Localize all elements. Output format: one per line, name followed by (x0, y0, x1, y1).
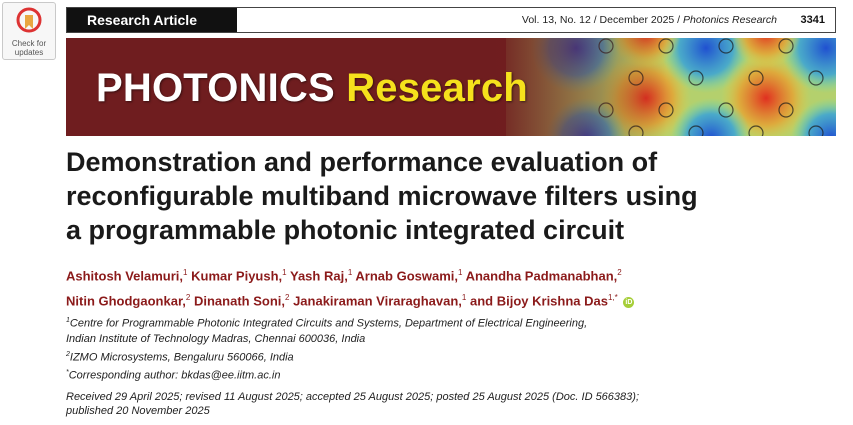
check-for-updates-badge[interactable]: Check for updates (2, 2, 56, 60)
author-affiliation-mark: 2 (284, 293, 290, 303)
author-name[interactable]: Ashitosh Velamuri, (66, 268, 184, 284)
history-line-1: Received 29 April 2025; revised 11 Augus… (66, 391, 639, 403)
page-number: 3341 (800, 14, 825, 26)
affiliation-2-line-1: IZMO Microsystems, Bengaluru 560066, Ind… (69, 351, 294, 364)
article-type-label: Research Article (67, 8, 237, 32)
author-name[interactable]: Anandha Padmanabhan, (465, 268, 618, 284)
journal-banner: PHOTONICS Research (66, 38, 836, 136)
orcid-icon[interactable]: iD (623, 296, 635, 308)
banner-field-pattern-image (66, 38, 836, 136)
logo-word-research: Research (346, 66, 528, 110)
author-list: Ashitosh Velamuri,1 Kumar Piyush,1 Yash … (66, 262, 836, 313)
corresponding-mark: * (66, 369, 69, 377)
journal-logo-title: PHOTONICS Research (96, 66, 528, 111)
history-line-2: published 20 November 2025 (66, 405, 210, 417)
journal-name-text: Photonics Research (683, 14, 777, 26)
author-affiliation-mark: 1 (347, 268, 353, 277)
bookmark-icon (16, 7, 42, 33)
publication-history: Received 29 April 2025; revised 11 Augus… (66, 390, 826, 418)
author-affiliation-mark: 2 (185, 293, 191, 303)
author-affiliation-mark: 1 (461, 293, 467, 303)
affiliation-1-line-1: Centre for Programmable Photonic Integra… (69, 317, 588, 330)
author-name[interactable]: Kumar Piyush, (191, 268, 283, 284)
logo-word-photonics: PHOTONICS (96, 66, 335, 110)
badge-text-line2: updates (14, 48, 44, 57)
affiliation-mark-2: 2 (66, 350, 70, 358)
author-affiliation-mark: 1 (282, 268, 287, 277)
journal-citation: Vol. 13, No. 12 / December 2025 / Photon… (522, 8, 777, 32)
author-name[interactable]: Yash Raj, (290, 268, 348, 284)
affiliation-mark-1: 1 (66, 317, 70, 324)
title-line-2: reconfigurable multiband microwave filte… (66, 181, 698, 211)
author-name[interactable]: Nitin Ghodgaonkar, (66, 293, 186, 309)
title-line-1: Demonstration and performance evaluation… (66, 147, 658, 177)
title-line-3: a programmable photonic integrated circu… (66, 215, 625, 245)
corresponding-author[interactable]: Corresponding author: bkdas@ee.iitm.ac.i… (68, 369, 281, 382)
volume-issue-text: Vol. 13, No. 12 / December 2025 / (521, 14, 684, 26)
journal-header-bar: Research Article Vol. 13, No. 12 / Decem… (66, 7, 836, 33)
author-affiliation-mark: 1,* (607, 293, 618, 303)
author-name[interactable]: Janakiraman Viraraghavan, (293, 293, 462, 309)
author-affiliation-mark: 1 (183, 268, 188, 277)
badge-text-line1: Check for (11, 39, 47, 48)
affiliation-1-line-2: Indian Institute of Technology Madras, C… (66, 332, 366, 345)
author-name[interactable]: Dinanath Soni, (193, 293, 285, 309)
article-title: Demonstration and performance evaluation… (66, 145, 836, 247)
affiliations: 1Centre for Programmable Photonic Integr… (66, 313, 826, 384)
author-name[interactable]: Arnab Goswami, (355, 268, 458, 284)
author-affiliation-mark: 1 (457, 268, 463, 277)
author-name[interactable]: and Bijoy Krishna Das (470, 293, 608, 309)
author-affiliation-mark: 2 (617, 268, 622, 277)
